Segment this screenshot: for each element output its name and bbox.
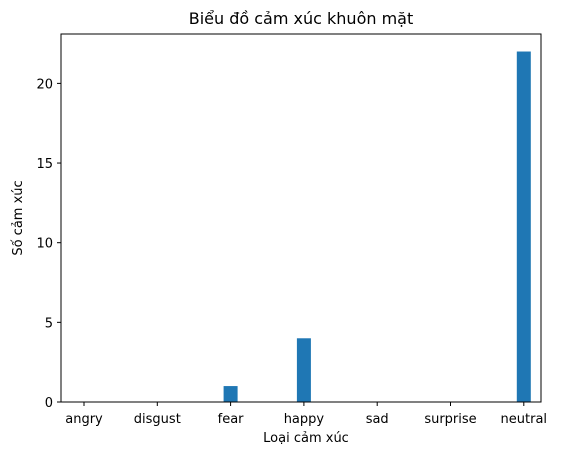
bar-fear — [223, 386, 238, 402]
y-tick-label: 15 — [36, 157, 53, 172]
plot-frame — [60, 33, 542, 403]
x-tick-label: fear — [218, 412, 245, 427]
x-tick-label: sad — [366, 412, 389, 427]
y-tick-label: 5 — [45, 316, 53, 331]
x-tick-label: surprise — [424, 412, 476, 427]
bar-happy — [296, 338, 311, 402]
x-axis-label: Loại cảm xúc — [263, 431, 349, 446]
y-axis-ticks: 0 5 10 15 20 — [36, 77, 61, 411]
x-tick-label: happy — [284, 412, 325, 427]
x-tick-label: neutral — [501, 412, 548, 427]
bar-neutral — [516, 51, 531, 403]
y-tick-label: 10 — [36, 237, 53, 252]
chart-title: Biểu đồ cảm xúc khuôn mặt — [189, 9, 414, 28]
y-tick-label: 0 — [45, 396, 53, 411]
y-axis-label: Số cảm xúc — [11, 180, 26, 255]
x-tick-label: angry — [65, 412, 103, 427]
y-tick-label: 20 — [36, 77, 53, 92]
x-tick-label: disgust — [134, 412, 181, 427]
bars-group — [223, 51, 531, 403]
x-axis-ticks: angry disgust fear happy sad surprise neutral — [65, 402, 547, 427]
